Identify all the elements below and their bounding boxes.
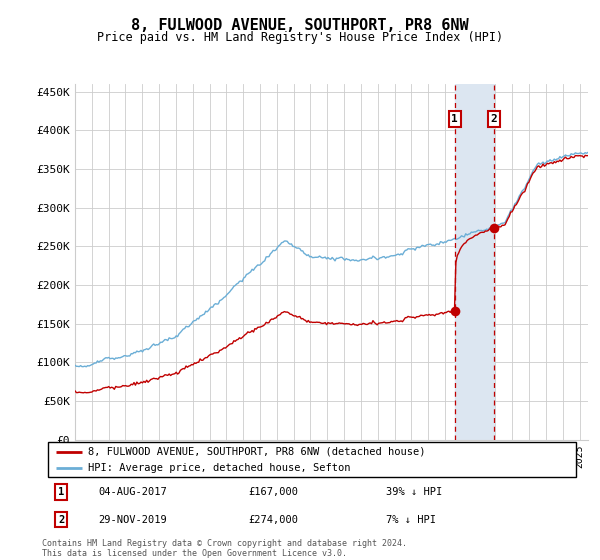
Text: 1: 1: [58, 487, 64, 497]
Text: 1: 1: [451, 114, 458, 124]
Text: This data is licensed under the Open Government Licence v3.0.: This data is licensed under the Open Gov…: [42, 549, 347, 558]
Text: 7% ↓ HPI: 7% ↓ HPI: [386, 515, 436, 525]
Text: 2: 2: [491, 114, 497, 124]
Text: 39% ↓ HPI: 39% ↓ HPI: [386, 487, 442, 497]
Text: 8, FULWOOD AVENUE, SOUTHPORT, PR8 6NW: 8, FULWOOD AVENUE, SOUTHPORT, PR8 6NW: [131, 18, 469, 33]
Text: 8, FULWOOD AVENUE, SOUTHPORT, PR8 6NW (detached house): 8, FULWOOD AVENUE, SOUTHPORT, PR8 6NW (d…: [88, 447, 425, 457]
Text: £274,000: £274,000: [248, 515, 299, 525]
Text: Price paid vs. HM Land Registry's House Price Index (HPI): Price paid vs. HM Land Registry's House …: [97, 31, 503, 44]
Text: 29-NOV-2019: 29-NOV-2019: [98, 515, 167, 525]
Text: 04-AUG-2017: 04-AUG-2017: [98, 487, 167, 497]
Text: HPI: Average price, detached house, Sefton: HPI: Average price, detached house, Seft…: [88, 464, 350, 473]
Bar: [455, 84, 494, 440]
Text: Contains HM Land Registry data © Crown copyright and database right 2024.: Contains HM Land Registry data © Crown c…: [42, 539, 407, 548]
FancyBboxPatch shape: [48, 442, 576, 477]
Text: £167,000: £167,000: [248, 487, 299, 497]
Text: 2: 2: [58, 515, 64, 525]
